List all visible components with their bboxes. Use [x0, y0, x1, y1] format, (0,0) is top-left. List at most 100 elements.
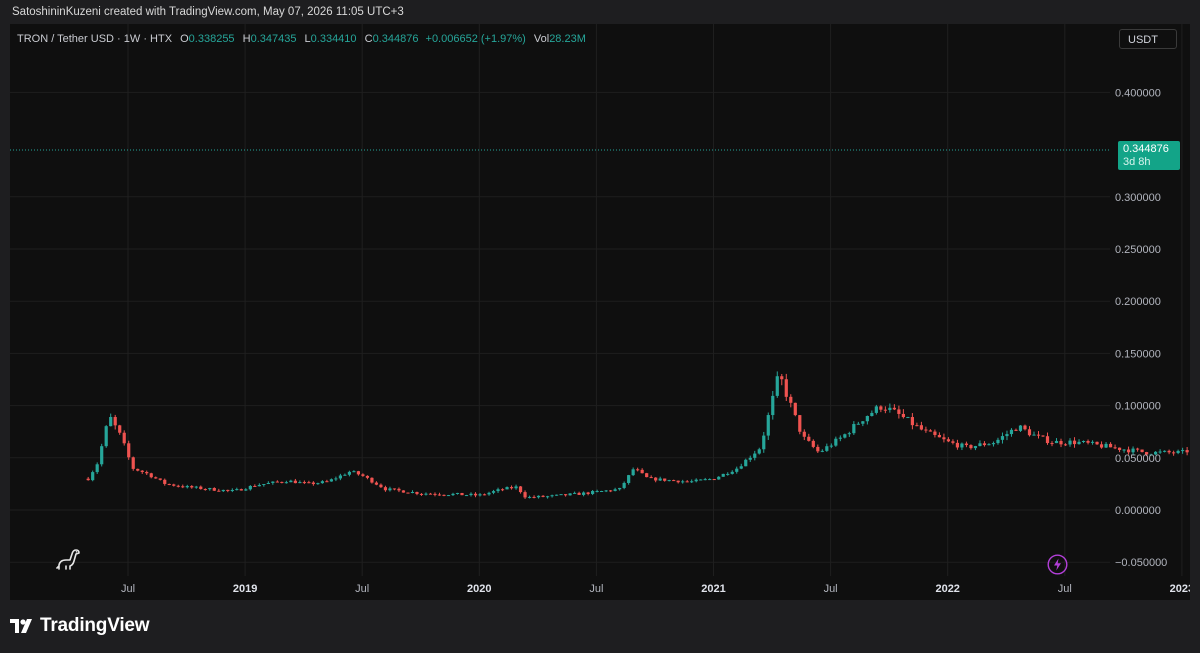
candle-body: [428, 493, 433, 495]
candle-body: [937, 434, 942, 438]
candle-body: [834, 438, 838, 446]
candle-body: [325, 481, 329, 483]
candle-body: [253, 485, 257, 487]
candle-body: [559, 494, 563, 496]
candle-body: [266, 482, 270, 485]
candle-body: [1140, 449, 1144, 453]
symbol-title[interactable]: TRON / Tether USD · 1W · HTX: [17, 33, 173, 45]
candle-body: [469, 493, 473, 496]
candle-body: [654, 477, 658, 481]
candle-body: [550, 495, 554, 497]
candle-body: [712, 479, 716, 481]
candle-body: [753, 453, 757, 458]
candle-body: [1063, 444, 1068, 446]
chart-legend: TRON / Tether USD · 1W · HTX O0.338255 H…: [17, 33, 586, 45]
candle-body: [527, 496, 532, 498]
x-tick-label: Jul: [824, 583, 838, 595]
candle-body: [586, 492, 590, 494]
candle-body: [1176, 450, 1180, 454]
candle-body: [906, 417, 910, 419]
candle-body: [383, 487, 388, 491]
candle-body: [1000, 436, 1005, 440]
lightning-icon[interactable]: [1047, 554, 1068, 575]
candle-body: [388, 488, 392, 491]
chart-panel[interactable]: 0.400000 0.300000 0.250000 0.200000 0.150000…: [10, 24, 1190, 600]
candle-body: [892, 407, 896, 410]
close-value: 0.344876: [372, 33, 419, 45]
candle-body: [140, 470, 144, 473]
candle-body: [933, 431, 937, 435]
candle-body: [1181, 450, 1185, 452]
candle-body: [865, 415, 869, 422]
volume-label: Vol: [533, 33, 550, 45]
candle-body: [460, 492, 464, 496]
candle-body: [154, 477, 158, 479]
candle-body: [86, 478, 90, 481]
candle-body: [618, 487, 622, 490]
candle-body: [1135, 448, 1140, 450]
dinosaur-icon[interactable]: [56, 546, 82, 572]
candle-body: [248, 485, 252, 490]
candle-body: [509, 487, 514, 489]
currency-button[interactable]: USDT: [1119, 29, 1177, 49]
candle-body: [604, 490, 608, 492]
candle-body: [136, 468, 140, 471]
candle-body: [316, 483, 320, 485]
candle-body: [401, 490, 406, 493]
candle-body: [109, 417, 113, 427]
candle-body: [284, 482, 288, 484]
candle-body: [888, 407, 892, 410]
open-value: 0.338255: [188, 33, 235, 45]
candle-body: [406, 492, 410, 494]
candle-body: [554, 494, 559, 496]
y-tick-label: 0.300000: [1115, 192, 1161, 204]
candle-body: [1045, 436, 1050, 444]
candle-body: [1068, 440, 1072, 445]
change-value: +0.006652 (+1.97%): [425, 33, 526, 45]
candle-body: [879, 406, 883, 410]
candle-body: [766, 415, 770, 436]
candle-body: [1041, 435, 1045, 437]
candle-body: [1117, 447, 1122, 451]
high-value: 0.347435: [250, 33, 297, 45]
candle-body: [802, 431, 806, 437]
price-chart[interactable]: 0.400000 0.300000 0.250000 0.200000 0.150000…: [10, 24, 1190, 600]
candle-body: [694, 479, 698, 482]
x-tick-label: 2023: [1170, 583, 1190, 595]
tradingview-logo-icon: [10, 619, 32, 633]
candle-body: [973, 446, 978, 449]
candle-body: [307, 482, 311, 484]
candle-body: [1009, 429, 1014, 435]
candle-body: [1077, 441, 1081, 445]
candle-body: [924, 429, 928, 431]
candle-body: [455, 492, 460, 494]
candle-body: [577, 492, 581, 495]
candle-body: [311, 482, 315, 485]
candle-body: [1018, 425, 1023, 431]
candle-body: [942, 437, 946, 440]
candle-body: [955, 442, 960, 448]
candle-body: [730, 471, 734, 474]
x-tick-label: Jul: [121, 583, 135, 595]
candle-body: [703, 479, 707, 481]
candle-body: [536, 495, 541, 498]
candle-body: [987, 444, 991, 446]
candle-body: [919, 425, 923, 430]
attribution-text: SatoshininKuzeni created with TradingVie…: [12, 6, 404, 18]
candle-body: [212, 488, 216, 491]
candle-body: [600, 490, 604, 492]
candle-body: [1032, 434, 1036, 436]
low-value: 0.334410: [310, 33, 357, 45]
candle-body: [1099, 444, 1104, 448]
candle-body: [280, 481, 284, 483]
candle-body: [334, 478, 338, 480]
candle-body: [847, 433, 851, 435]
candle-body: [676, 480, 680, 483]
candle-body: [1023, 425, 1027, 430]
y-tick-label: 0.050000: [1115, 453, 1161, 465]
open-label: O: [180, 33, 189, 45]
candle-body: [969, 445, 973, 449]
candle-body: [883, 409, 887, 411]
candle-body: [663, 478, 667, 481]
candle-body: [1050, 443, 1054, 445]
